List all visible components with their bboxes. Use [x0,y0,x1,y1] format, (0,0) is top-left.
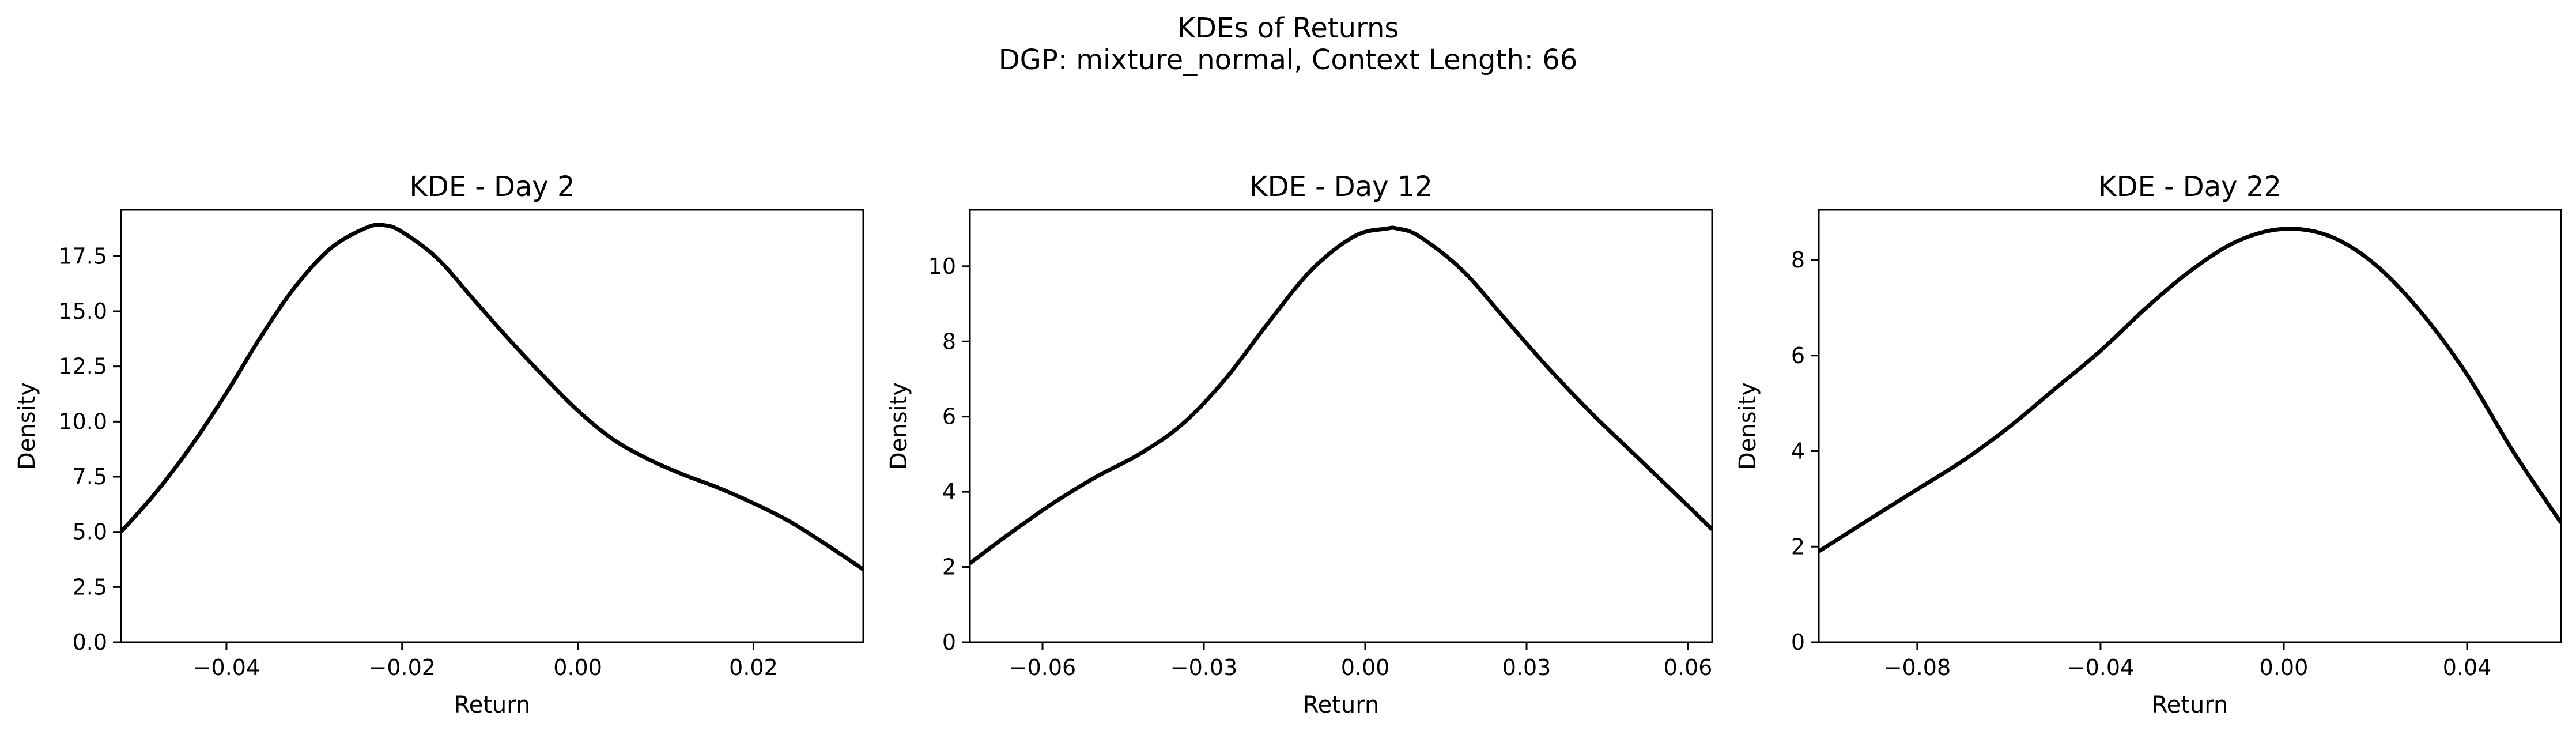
kde-curve [970,225,1712,565]
y-tick-label: 17.5 [58,243,107,269]
y-tick-label: 8 [942,329,956,354]
y-tick-label: 15.0 [58,299,107,324]
y-tick-label: 4 [1791,439,1805,464]
y-tick-label: 10.0 [58,409,107,434]
x-tick-label: 0.03 [1502,655,1551,680]
subplots: −0.04 −0.02 0.00 0.02 0.0 2.5 5.0 7.5 10.0 12.5 15… [14,171,2562,718]
subplot-title: KDE - Day 2 [409,171,575,203]
x-axis-label: Return [1303,692,1380,718]
axes-frame [1818,209,2562,643]
y-tick-label: 0 [1791,630,1805,655]
y-tick-label: 5.0 [73,519,107,545]
subplot-2: −0.06 −0.03 0.00 0.03 0.06 0 2 4 6 8 10 KDE - Day 1… [886,171,1713,718]
axes-frame [120,209,864,643]
figure-subtitle: DGP: mixture_normal, Context Length: 66 [999,44,1578,76]
subplot-title: KDE - Day 22 [2098,171,2282,203]
y-tick-label: 2 [942,555,956,580]
y-tick-label: 10 [928,254,956,279]
x-tick-label: −0.02 [369,655,436,680]
x-tick-label: 0.04 [2443,655,2492,680]
x-tick-label: 0.00 [2260,655,2309,680]
axes-frame [969,209,1713,643]
kde-curve [1819,227,2561,553]
y-tick-label: 6 [1791,343,1805,368]
figure-title: KDEs of Returns [1177,12,1399,44]
x-tick-label: −0.06 [1009,655,1076,680]
y-axis-label: Density [1735,382,1761,470]
y-axis-label: Density [14,382,40,470]
y-tick-label: 2 [1791,534,1805,559]
y-tick-label: 2.5 [73,574,107,600]
y-tick-label: 0 [942,630,956,655]
x-tick-label: −0.08 [1884,655,1951,680]
x-tick-label: −0.03 [1170,655,1237,680]
subplot-3: −0.08 −0.04 0.00 0.04 0 2 4 6 8 KDE - Day 22 Retur… [1735,171,2562,718]
x-tick-label: 0.06 [1664,655,1713,680]
x-axis-label: Return [454,692,531,718]
subplot-1: −0.04 −0.02 0.00 0.02 0.0 2.5 5.0 7.5 10.0 12.5 15… [14,171,864,718]
subplot-title: KDE - Day 12 [1249,171,1433,203]
x-tick-label: 0.00 [1341,655,1390,680]
y-tick-label: 6 [942,404,956,429]
y-tick-label: 8 [1791,247,1805,273]
x-tick-label: 0.00 [553,655,602,680]
x-tick-label: 0.02 [729,655,778,680]
y-tick-label: 4 [942,479,956,504]
y-tick-label: 12.5 [58,354,107,379]
y-tick-label: 0.0 [73,630,107,655]
x-tick-label: −0.04 [193,655,260,680]
x-axis-label: Return [2152,692,2228,718]
x-tick-label: −0.04 [2067,655,2134,680]
y-axis-label: Density [886,382,912,470]
y-tick-label: 7.5 [73,464,107,489]
kde-curve [121,223,863,571]
